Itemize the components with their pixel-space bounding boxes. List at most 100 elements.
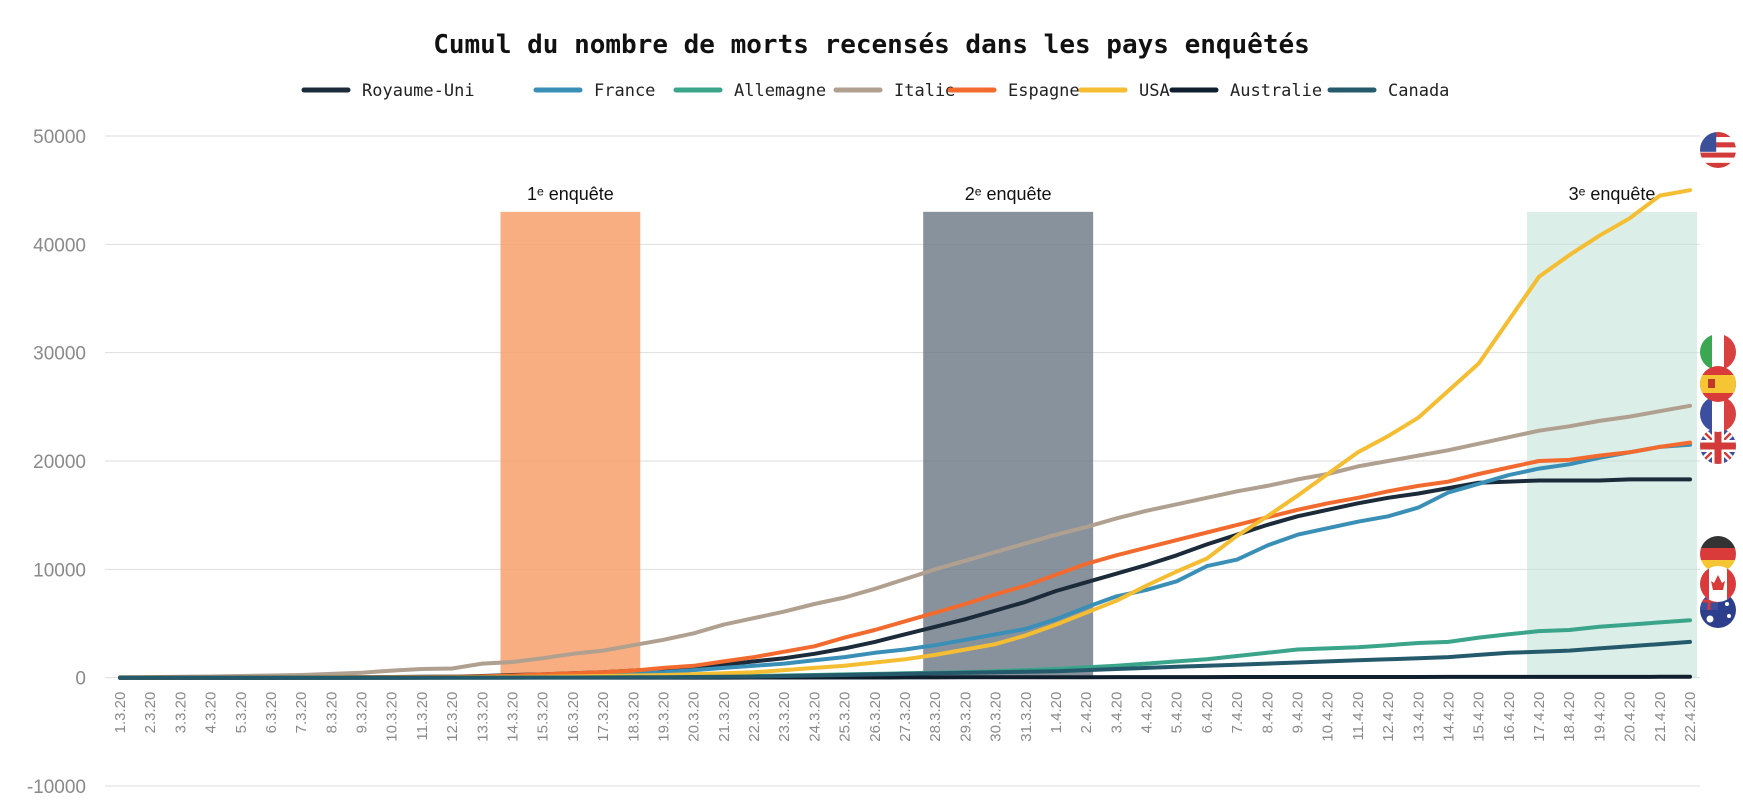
x-tick-label: 11.3.20	[414, 692, 431, 741]
y-tick-label: 40000	[33, 235, 86, 256]
x-tick-label: 28.3.20	[927, 692, 944, 742]
legend-label: France	[594, 81, 655, 101]
x-tick-label: 7.3.20	[293, 692, 310, 734]
series-line	[118, 403, 1692, 680]
survey-band-label: 2ᵉ enquête	[965, 184, 1052, 204]
spain-flag-icon	[1700, 366, 1736, 402]
flag-emblem	[1708, 379, 1715, 388]
legend-label: Italie	[894, 81, 955, 101]
flag-band	[1700, 536, 1736, 548]
x-tick-label: 5.4.20	[1169, 692, 1186, 734]
x-tick-label: 27.3.20	[897, 692, 914, 742]
legend-label: USA	[1139, 81, 1170, 101]
x-tick-label: 5.3.20	[233, 692, 250, 734]
y-tick-label: 50000	[33, 127, 86, 148]
flag-stripe	[1700, 162, 1736, 168]
grid-layer	[105, 135, 1700, 787]
x-tick-label: 18.3.20	[625, 692, 642, 742]
x-axis: 1.3.20 2.3.20 3.3.20 4.3.20 5.3.20 6.3.20 7.3.…	[112, 692, 1699, 742]
flag-band	[1700, 548, 1736, 560]
flag-band	[1724, 334, 1736, 370]
x-tick-label: 20.3.20	[686, 692, 703, 742]
series-line	[118, 639, 1692, 680]
x-tick-label: 2.4.20	[1078, 692, 1095, 734]
survey-band-label: 1ᵉ enquête	[527, 184, 614, 204]
y-tick-label: 20000	[33, 452, 86, 473]
flag-band	[1700, 396, 1712, 432]
x-tick-label: 13.3.20	[474, 692, 491, 742]
x-tick-label: 7.4.20	[1229, 692, 1246, 734]
x-tick-label: 17.3.20	[595, 692, 612, 742]
flag-cross	[1700, 442, 1736, 450]
x-tick-label: 22.4.20	[1682, 692, 1699, 742]
x-tick-label: 6.4.20	[1199, 692, 1216, 734]
x-tick-label: 2.3.20	[142, 692, 159, 734]
flag-band	[1724, 396, 1736, 432]
legend: Royaume-Uni France Allemagne Italie Espagne U…	[301, 81, 1449, 101]
uk-flag-icon	[1700, 428, 1736, 464]
flag-stripe	[1700, 152, 1736, 158]
legend-label: Canada	[1388, 81, 1449, 101]
chart-title: Cumul du nombre de morts recensés dans l…	[433, 30, 1310, 60]
x-tick-label: 13.4.20	[1410, 692, 1427, 742]
survey-band-label: 3ᵉ enquête	[1569, 184, 1656, 204]
x-tick-label: 22.3.20	[746, 692, 763, 742]
flag-star	[1725, 602, 1729, 606]
flag-canton	[1700, 132, 1717, 152]
legend-label: Espagne	[1008, 81, 1080, 101]
legend-label: Royaume-Uni	[362, 81, 475, 101]
x-tick-label: 6.3.20	[263, 692, 280, 734]
x-tick-label: 10.4.20	[1320, 692, 1337, 742]
flag-band	[1712, 396, 1724, 432]
x-tick-label: 26.3.20	[867, 692, 884, 742]
y-tick-label: 30000	[33, 344, 86, 365]
flag-stripe	[1700, 137, 1736, 143]
x-tick-label: 15.4.20	[1471, 692, 1488, 742]
survey-band	[923, 211, 1094, 678]
usa-flag-icon	[1700, 132, 1736, 168]
country-flags	[1700, 132, 1736, 628]
maple-leaf	[1711, 575, 1725, 590]
flag-stripe	[1700, 142, 1736, 148]
x-tick-label: 4.3.20	[203, 692, 220, 734]
flag-band	[1700, 375, 1736, 393]
y-tick-label: 0	[75, 669, 86, 690]
x-tick-label: 24.3.20	[806, 692, 823, 742]
x-tick-label: 19.3.20	[655, 692, 672, 742]
x-tick-label: 16.3.20	[565, 692, 582, 742]
x-tick-label: 18.4.20	[1561, 692, 1578, 742]
legend-label: Australie	[1230, 81, 1322, 101]
flag-stripe	[1700, 147, 1736, 153]
x-tick-label: 8.3.20	[323, 692, 340, 734]
flag-star	[1727, 614, 1731, 618]
flag-stripe	[1700, 132, 1736, 138]
flag-band	[1712, 334, 1724, 370]
x-tick-label: 1.4.20	[1048, 692, 1065, 734]
x-tick-label: 21.3.20	[716, 692, 733, 742]
x-tick-label: 9.4.20	[1290, 692, 1307, 734]
x-tick-label: 14.3.20	[505, 692, 522, 742]
flag-star	[1706, 615, 1714, 623]
x-tick-label: 3.4.20	[1108, 692, 1125, 734]
x-tick-label: 19.4.20	[1591, 692, 1608, 742]
y-tick-label: 10000	[33, 560, 86, 581]
x-tick-label: 14.4.20	[1440, 692, 1457, 742]
flag-band	[1700, 566, 1709, 602]
x-tick-label: 29.3.20	[957, 692, 974, 742]
x-tick-label: 23.3.20	[776, 692, 793, 742]
canada-flag-icon	[1700, 566, 1736, 602]
series-line	[118, 188, 1692, 680]
y-axis: -10000 0 10000 20000 30000 40000 50000	[27, 127, 86, 798]
x-tick-label: 8.4.20	[1259, 692, 1276, 734]
x-tick-label: 15.3.20	[535, 692, 552, 742]
series-lines	[118, 188, 1692, 680]
legend-label: Allemagne	[734, 81, 826, 101]
x-tick-label: 21.4.20	[1652, 692, 1669, 742]
france-flag-icon	[1700, 396, 1736, 432]
x-tick-label: 9.3.20	[354, 692, 371, 734]
x-tick-label: 17.4.20	[1531, 692, 1548, 742]
x-tick-label: 1.3.20	[112, 692, 129, 734]
x-tick-label: 10.3.20	[384, 692, 401, 742]
x-tick-label: 12.4.20	[1380, 692, 1397, 742]
